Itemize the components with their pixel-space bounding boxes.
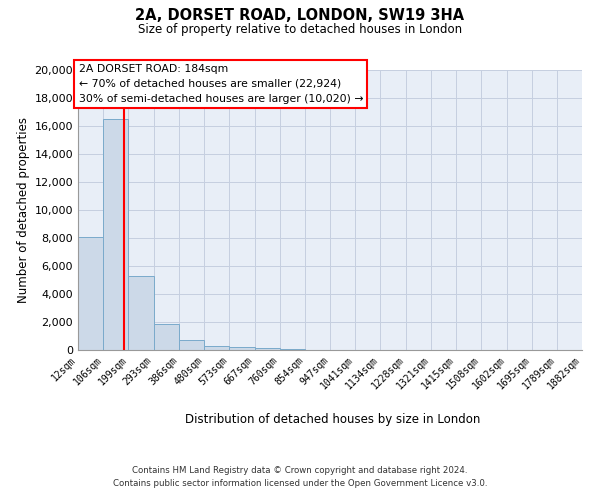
Text: 2A DORSET ROAD: 184sqm
← 70% of detached houses are smaller (22,924)
30% of semi: 2A DORSET ROAD: 184sqm ← 70% of detached… — [79, 64, 363, 104]
Bar — [229, 347, 254, 350]
Y-axis label: Number of detached properties: Number of detached properties — [17, 117, 31, 303]
Bar — [254, 348, 280, 350]
Bar — [154, 324, 179, 350]
Text: Distribution of detached houses by size in London: Distribution of detached houses by size … — [185, 412, 481, 426]
Bar — [179, 340, 204, 350]
Bar — [128, 276, 154, 350]
Text: 2A, DORSET ROAD, LONDON, SW19 3HA: 2A, DORSET ROAD, LONDON, SW19 3HA — [136, 8, 464, 22]
Text: Contains HM Land Registry data © Crown copyright and database right 2024.
Contai: Contains HM Land Registry data © Crown c… — [113, 466, 487, 487]
Bar — [204, 346, 229, 350]
Text: Size of property relative to detached houses in London: Size of property relative to detached ho… — [138, 22, 462, 36]
Bar — [103, 119, 128, 350]
Bar — [78, 236, 103, 350]
Bar — [280, 349, 305, 350]
